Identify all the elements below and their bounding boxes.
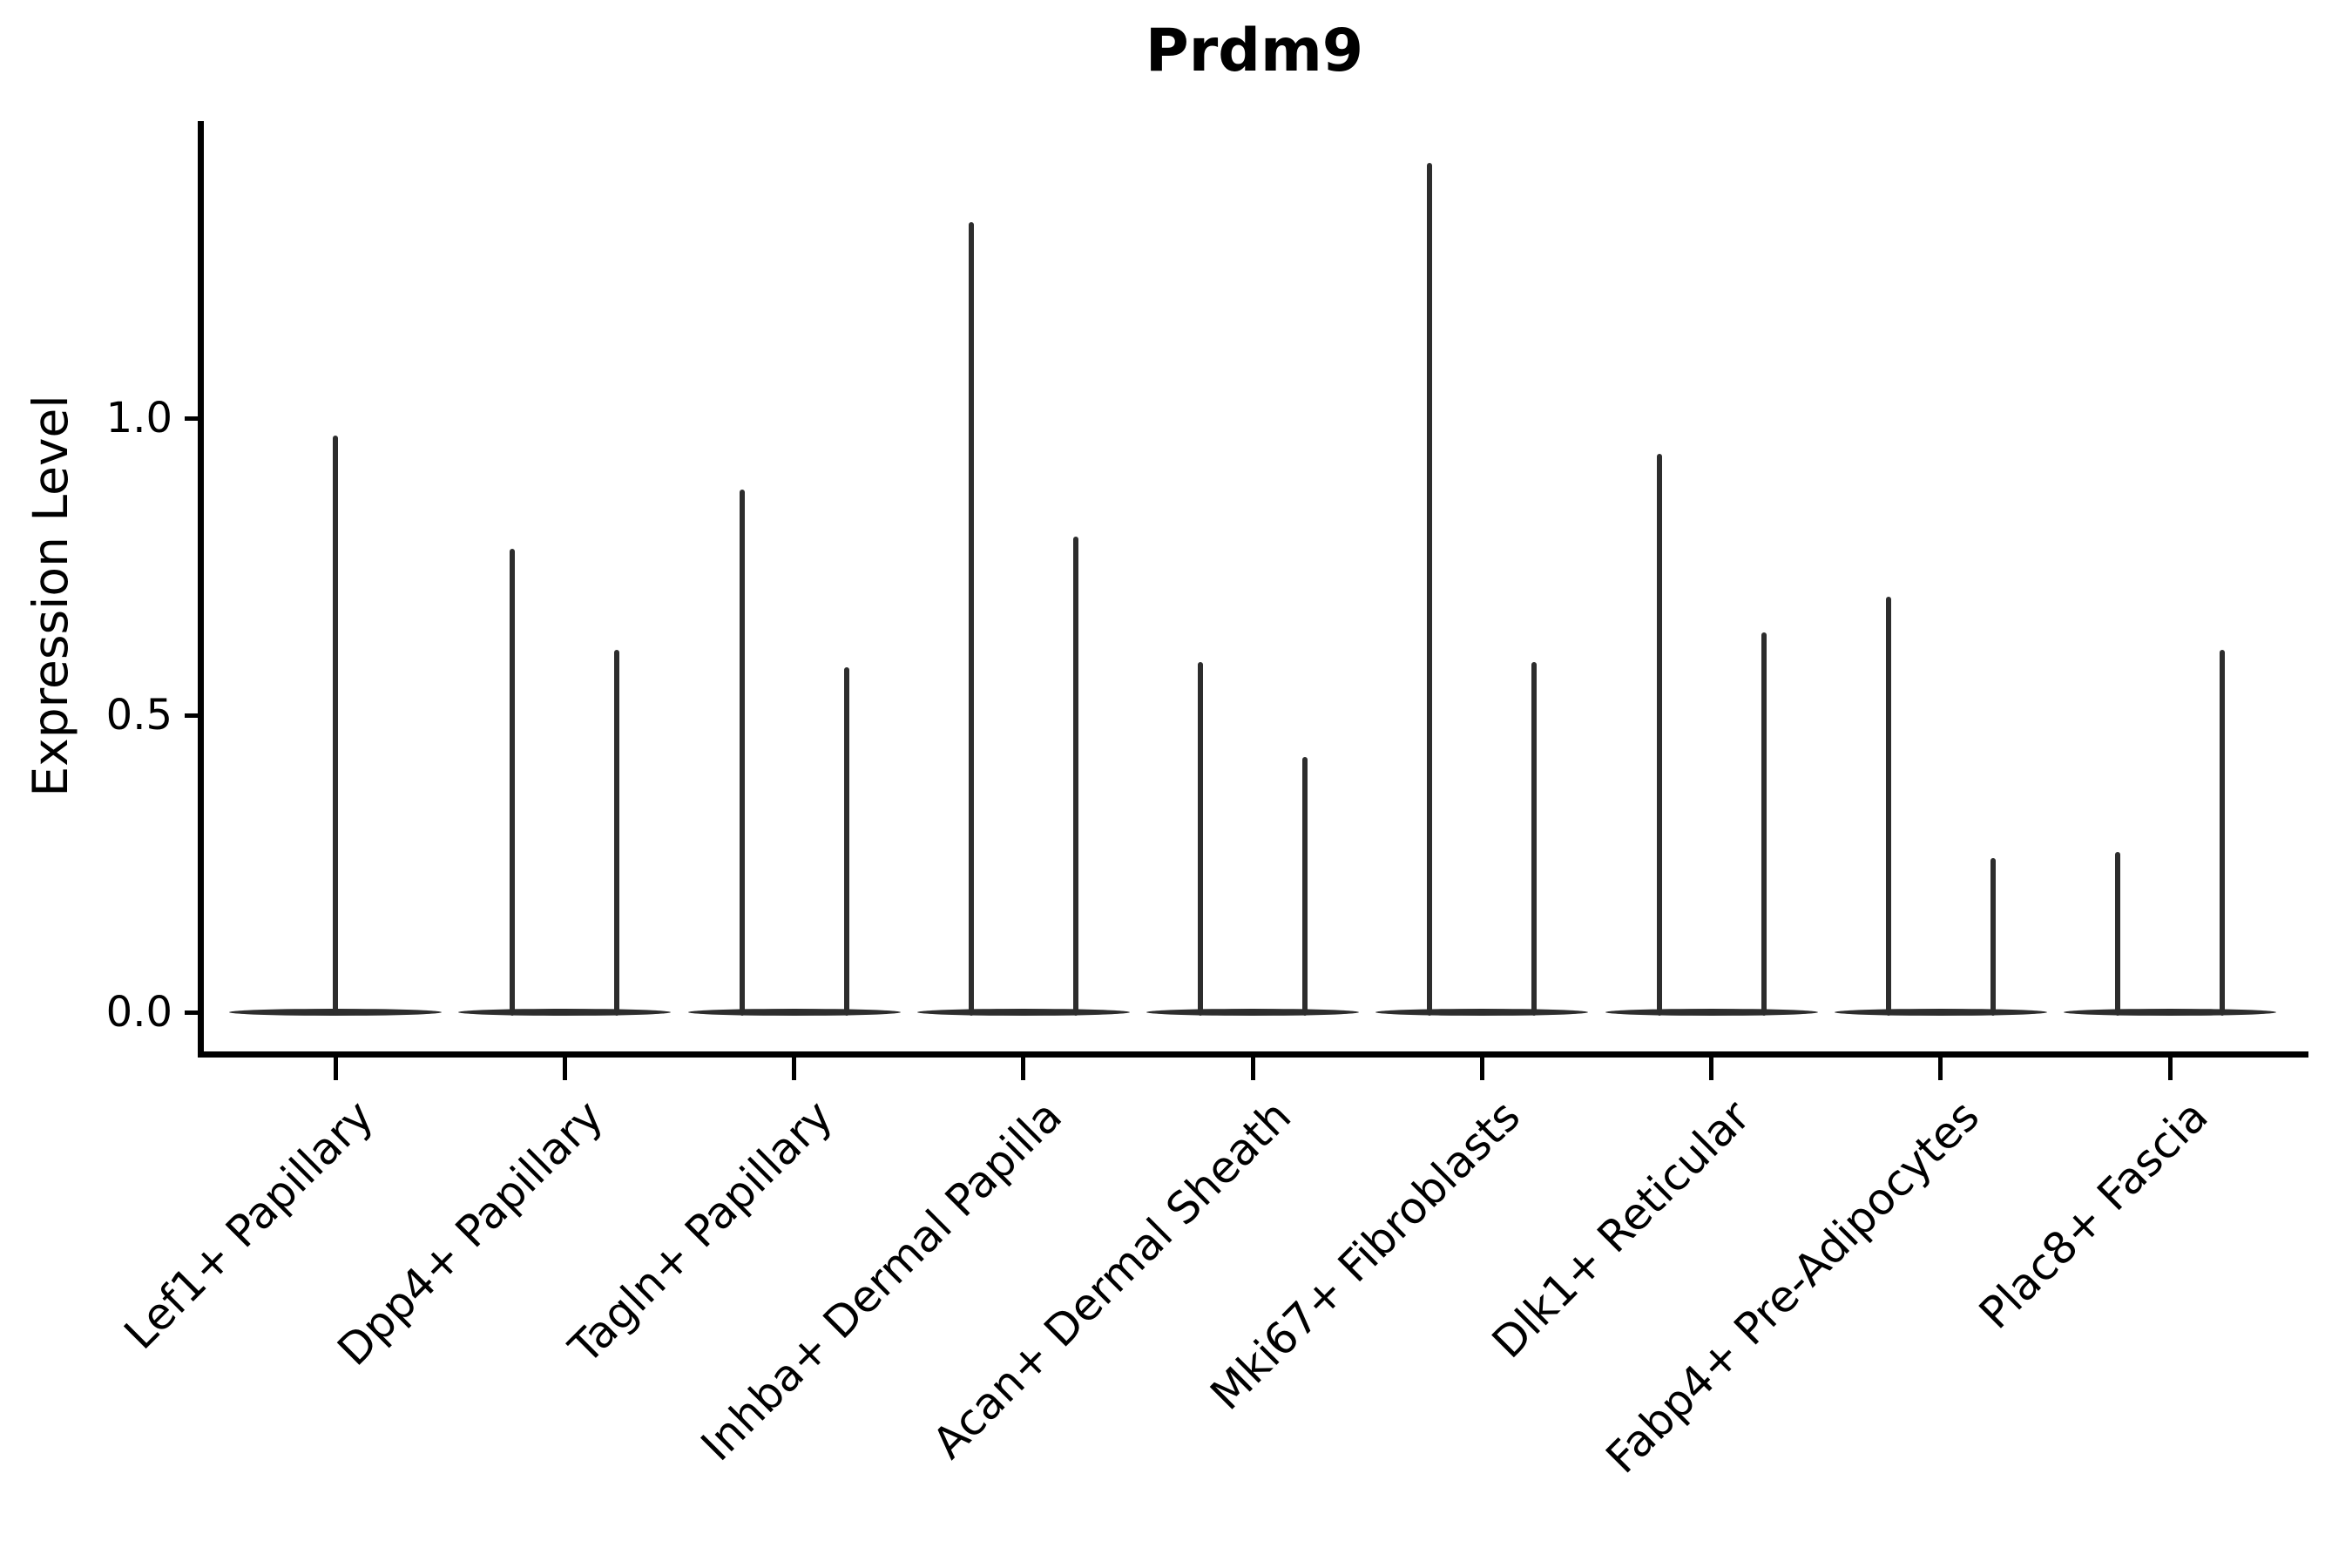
x-tick-8	[1938, 1058, 1943, 1080]
y-tick-label-0.0: 0.0	[105, 988, 172, 1037]
x-tick-4	[1021, 1058, 1026, 1080]
x-tick-6	[1479, 1058, 1484, 1080]
violin-spike	[510, 549, 516, 1016]
violin-baseline	[1375, 1009, 1589, 1016]
y-tick-0.5	[185, 713, 199, 718]
violin-baseline	[2064, 1009, 2276, 1016]
x-tick-3	[792, 1058, 796, 1080]
y-tick-1.0	[185, 416, 199, 421]
violin-spike	[1427, 162, 1433, 1016]
x-tick-label-9: Plac8+ Fascia	[1970, 1091, 2219, 1339]
x-axis-spine	[198, 1051, 2308, 1058]
violin-spike	[2220, 649, 2225, 1016]
violin-baseline	[1834, 1009, 2047, 1016]
violin-spike	[843, 667, 849, 1016]
violin-spike	[1302, 756, 1308, 1016]
violin-spike	[1761, 632, 1767, 1016]
x-tick-5	[1250, 1058, 1255, 1080]
x-tick-2	[562, 1058, 567, 1080]
violin-spike	[614, 649, 620, 1016]
violin-baseline	[916, 1009, 1130, 1016]
x-tick-label-8: Fabp4+ Pre-Adipocytes	[1596, 1091, 1989, 1484]
violin-spike	[1990, 857, 1996, 1016]
x-tick-7	[1709, 1058, 1713, 1080]
x-tick-1	[333, 1058, 338, 1080]
violin-spike	[333, 436, 338, 1016]
violin-baseline	[458, 1009, 672, 1016]
violin-spike	[1531, 661, 1538, 1016]
violin-spike	[1198, 661, 1203, 1016]
violin-baseline	[1146, 1009, 1359, 1016]
y-tick-0.0	[185, 1010, 199, 1015]
x-tick-9	[2167, 1058, 2173, 1080]
violin-baseline	[1605, 1009, 1818, 1016]
y-tick-label-0.5: 0.5	[105, 691, 172, 740]
violin-spike	[1885, 596, 1891, 1016]
violin-spike	[968, 221, 974, 1016]
y-axis-spine	[198, 121, 204, 1058]
violin-spike	[2115, 851, 2120, 1016]
violin-spike	[1072, 537, 1078, 1016]
violin-spike	[1656, 453, 1662, 1016]
x-tick-label-1: Lef1+ Papillary	[114, 1091, 384, 1360]
chart-title: Prdm9	[1145, 17, 1364, 85]
violin-baseline	[687, 1009, 901, 1016]
y-tick-label-1.0: 1.0	[105, 394, 172, 443]
violin-spike	[739, 489, 745, 1016]
